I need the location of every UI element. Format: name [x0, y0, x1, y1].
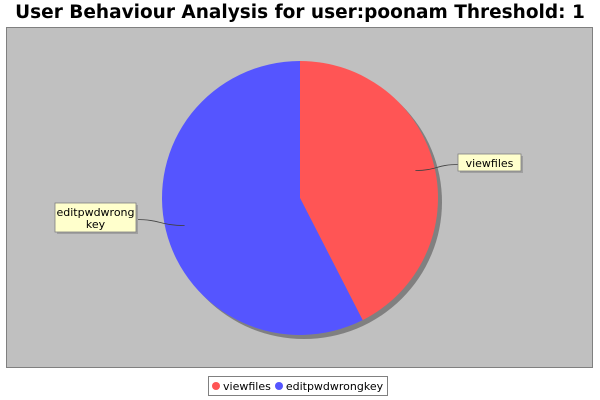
chart-title: User Behaviour Analysis for user:poonam … [15, 2, 585, 23]
label-connector-editpwdwrongkey [135, 219, 185, 226]
legend: viewfiles editpwdwrongkey [208, 376, 389, 396]
slice-label-text: viewfiles [466, 157, 514, 170]
pie-slice-editpwdwrongkey [162, 61, 363, 336]
legend-label: editpwdwrongkey [285, 379, 384, 393]
legend-swatch-icon [212, 382, 220, 390]
slice-label-box [54, 202, 137, 233]
pie-slice-layer [162, 61, 439, 336]
slice-label-text: editpwdwrong [56, 206, 134, 219]
label-connector-viewfiles [415, 164, 459, 171]
legend-label: viewfiles [223, 379, 271, 393]
legend-swatch-icon [274, 382, 283, 390]
legend-item-editpwdwrongkey: editpwdwrongkey [274, 379, 384, 393]
pie-label-layer: viewfiles editpwdwrongkey [54, 153, 523, 234]
legend-item-viewfiles: viewfiles [212, 380, 271, 393]
pie-slice-viewfiles [300, 61, 439, 321]
slice-label-box [457, 153, 522, 172]
slice-label-text: key [86, 218, 106, 231]
